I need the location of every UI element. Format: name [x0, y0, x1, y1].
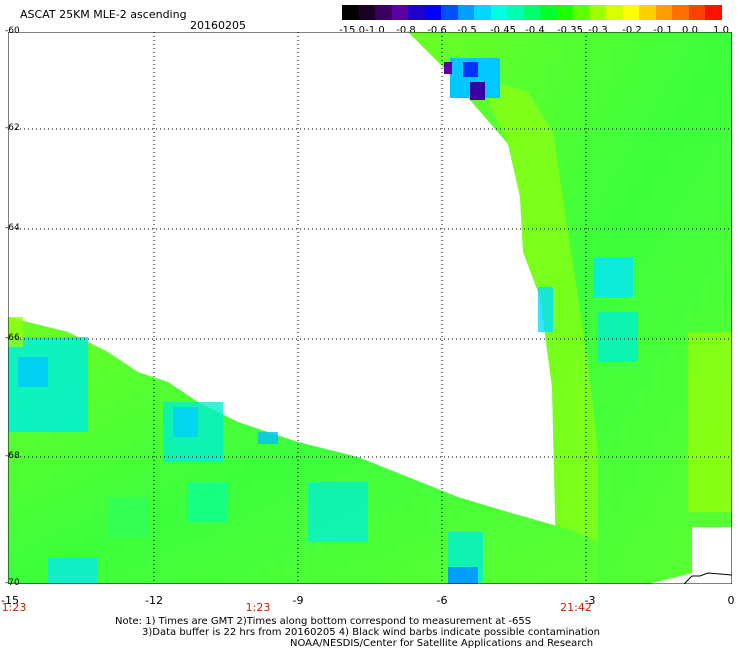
colorbar-segment	[408, 5, 426, 20]
map-plot	[8, 32, 732, 584]
x-axis-label: -15	[1, 594, 19, 607]
colorbar-segment	[441, 5, 459, 20]
colorbar-segment	[639, 5, 657, 20]
colorbar-segment	[490, 5, 508, 20]
time-label: 1:23	[1, 601, 27, 614]
colorbar-label: -0.45	[490, 25, 516, 36]
colorbar-label: -1.0	[365, 25, 385, 36]
wind-swath-west	[8, 317, 598, 584]
y-axis-label: -68	[5, 451, 20, 461]
colorbar-segment	[622, 5, 640, 20]
colorbar-label: -15.0	[339, 25, 365, 36]
colorbar-label: -0.3	[588, 25, 608, 36]
note-line-2: 3)Data buffer is 22 hrs from 20160205 4)…	[142, 627, 600, 638]
colorbar-label: -0.5	[457, 25, 477, 36]
colorbar-label: -0.4	[525, 25, 545, 36]
y-axis-label: -64	[5, 223, 20, 233]
colorbar-label: -0.6	[427, 25, 447, 36]
colorbar-segment	[705, 5, 723, 20]
colorbar-segment	[342, 5, 360, 20]
colorbar-segment	[540, 5, 558, 20]
chart-title: ASCAT 25KM MLE-2 ascending	[20, 8, 187, 21]
colorbar-segment	[672, 5, 690, 20]
y-axis-label: -62	[5, 123, 20, 133]
x-axis-label: -12	[145, 594, 163, 607]
y-axis-label: -70	[5, 578, 20, 588]
colorbar-segment	[474, 5, 492, 20]
date-label: 20160205	[190, 19, 246, 32]
colorbar-segment	[523, 5, 541, 20]
y-axis-label: -66	[5, 333, 20, 343]
colorbar-label: -0.1	[653, 25, 673, 36]
colorbar-segment	[589, 5, 607, 20]
colorbar-label: -0.35	[557, 25, 583, 36]
colorbar-segment	[606, 5, 624, 20]
colorbar-segment	[655, 5, 673, 20]
note-line-3: NOAA/NESDIS/Center for Satellite Applica…	[290, 638, 594, 649]
colorbar-segment	[391, 5, 409, 20]
colorbar-segment	[688, 5, 706, 20]
colorbar-segment	[375, 5, 393, 20]
note-line-1: Note: 1) Times are GMT 2)Times along bot…	[115, 616, 532, 627]
x-axis-label: -3	[584, 594, 596, 607]
x-axis-label: -9	[292, 594, 304, 607]
time-label: 21:42	[560, 601, 592, 614]
colorbar-segment	[424, 5, 442, 20]
time-label: 1:23	[245, 601, 271, 614]
colorbar-label: -0.8	[396, 25, 416, 36]
colorbar	[342, 5, 723, 20]
y-axis-label: -60	[5, 26, 20, 36]
colorbar-segment	[556, 5, 574, 20]
grid-lines	[8, 32, 732, 584]
wind-swath-east	[408, 32, 732, 584]
colorbar-segment	[358, 5, 376, 20]
colorbar-label: 0.0	[682, 25, 698, 36]
colorbar-label: 1.0	[713, 25, 729, 36]
x-axis-label: -6	[436, 594, 448, 607]
colorbar-segment	[457, 5, 475, 20]
colorbar-segment	[507, 5, 525, 20]
colorbar-label: -0.2	[622, 25, 642, 36]
coastline	[683, 572, 732, 584]
colorbar-segment	[573, 5, 591, 20]
x-axis-label: 0	[727, 594, 735, 607]
